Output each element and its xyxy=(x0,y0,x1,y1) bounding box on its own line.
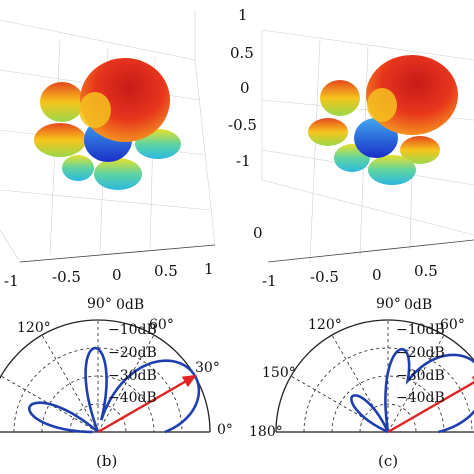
tick-c-z-4: -1 xyxy=(236,152,251,170)
beam-arrow-shaft-c xyxy=(387,380,474,434)
tick-c-x-3: 0.5 xyxy=(414,262,438,280)
tick-c-x-2: 0 xyxy=(372,266,382,284)
lobe-c-upper-left xyxy=(320,80,360,116)
radial-label-c-30: −30dB xyxy=(396,368,445,384)
tick-c-z-1: 0.5 xyxy=(230,44,254,62)
tick-c-z-2: 0 xyxy=(240,79,250,97)
lobe-c-shoulder xyxy=(367,88,397,122)
tick-c-x-1: -0.5 xyxy=(310,268,339,286)
spoke-b-60deg xyxy=(97,334,155,433)
spoke-b-120deg xyxy=(41,334,99,433)
ticks-c: 1 0.5 0 -0.5 -1 0 -1 -0.5 0 0.5 xyxy=(228,6,438,290)
angle-label-c-180: 180° xyxy=(249,424,283,440)
angle-label-b-90: 90° xyxy=(87,296,112,312)
ring-b-30db xyxy=(69,403,127,433)
tick-b-x-2: 0 xyxy=(112,266,122,284)
radial-label-c-0: 0dB xyxy=(404,297,432,313)
lobe-b-lower-left xyxy=(62,155,94,181)
beam-arrow-head-c xyxy=(471,376,474,381)
outer-arc-c xyxy=(275,319,474,433)
tick-b-x-0: -1 xyxy=(4,272,19,290)
lobe-b-upper-left xyxy=(40,82,84,122)
radial-label-c-40: −40dB xyxy=(396,390,445,406)
lobe-c-left xyxy=(308,118,348,146)
radial-label-c-10: −10dB xyxy=(396,322,445,338)
lobe-b-left xyxy=(34,123,86,157)
beam-arrow-shaft-b xyxy=(97,378,189,434)
ticks-b: -1 -0.5 0 0.5 1 xyxy=(4,260,214,290)
beam-arrow-head-b xyxy=(181,374,197,388)
angle-label-c-150: 150° xyxy=(262,365,296,381)
angle-label-b-30: 30° xyxy=(195,360,220,376)
spoke-c-60deg xyxy=(387,334,445,433)
axis-line-b xyxy=(19,244,216,263)
ring-c-30db xyxy=(359,403,417,433)
ring-c-10db xyxy=(303,347,473,433)
ring-b-10db xyxy=(13,347,183,433)
lobe-c-right xyxy=(400,136,440,164)
tick-c-x-0: -1 xyxy=(262,272,277,290)
pattern-line-c xyxy=(350,347,474,434)
tick-c-y-0: 0 xyxy=(253,224,263,242)
tick-c-z-3: -0.5 xyxy=(228,116,257,134)
radial-label-c-20: −20dB xyxy=(396,345,445,361)
angle-label-b-120: 120° xyxy=(17,320,51,336)
lobe-b-shoulder xyxy=(79,92,111,128)
tick-b-x-1: -0.5 xyxy=(52,268,81,286)
ring-b-20db xyxy=(41,375,155,433)
polar-c: 180° 150° 120° 90° 60° 0dB −10dB −20dB −… xyxy=(249,296,474,470)
radial-label-b-10: −10dB xyxy=(108,322,157,338)
pattern-3d-c: 1 0.5 0 -0.5 -1 0 -1 -0.5 0 0.5 xyxy=(228,6,474,290)
tick-c-z-0: 1 xyxy=(238,6,248,24)
pattern-3d-b: -1 -0.5 0 0.5 1 xyxy=(0,10,216,290)
radial-label-b-20: −20dB xyxy=(108,345,157,361)
radial-label-b-30: −30dB xyxy=(108,368,157,384)
beam-arrow-b xyxy=(97,374,197,434)
tick-b-x-3: 0.5 xyxy=(154,262,178,280)
pattern-line-b xyxy=(28,346,201,434)
ring-c-20db xyxy=(331,375,445,433)
tick-b-x-4: 1 xyxy=(204,260,214,278)
lobes-b xyxy=(34,58,181,190)
polar-grid-b xyxy=(0,319,211,433)
lobe-b-bottom xyxy=(94,158,142,190)
angle-label-c-60: 60° xyxy=(440,317,465,333)
caption-b: (b) xyxy=(96,452,117,470)
lobe-c-bottom xyxy=(368,155,416,185)
caption-c: (c) xyxy=(378,452,398,470)
polar-b: 120° 90° 60° 30° 0° 0dB −10dB −20dB −30d… xyxy=(0,296,233,470)
angle-label-b-0: 0° xyxy=(217,422,233,438)
lobes-c xyxy=(308,55,458,185)
beam-arrow-c xyxy=(387,376,474,434)
angle-label-c-120: 120° xyxy=(308,317,342,333)
axis-line-c xyxy=(267,239,474,263)
radial-label-b-40: −40dB xyxy=(108,390,157,406)
angle-label-c-90: 90° xyxy=(376,296,401,312)
angle-label-b-60: 60° xyxy=(149,317,174,333)
radial-label-b-0: 0dB xyxy=(116,297,144,313)
